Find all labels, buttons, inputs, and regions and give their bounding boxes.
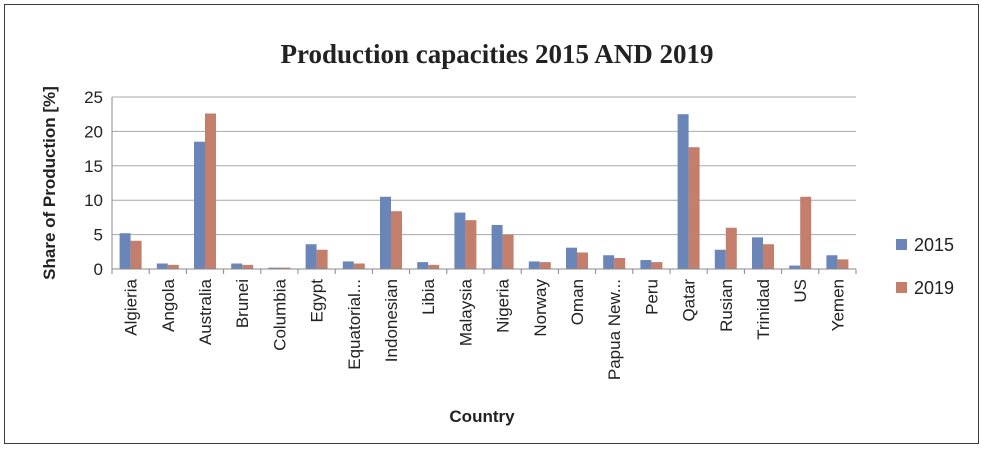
- x-tick-label: Trinidad: [754, 279, 773, 340]
- bar-2019-equatorial: [353, 263, 365, 269]
- x-axis-title: Country: [449, 407, 515, 426]
- bar-2015-norway: [528, 261, 540, 269]
- x-tick-label: Libia: [419, 278, 438, 314]
- legend-label-2015: 2015: [914, 235, 954, 255]
- bar-2019-us: [800, 196, 812, 269]
- bar-2015-australia: [194, 141, 205, 269]
- bar-2015-algieria: [119, 233, 131, 269]
- bar-2019-trinidad: [763, 244, 774, 269]
- bar-2015-qatar: [677, 114, 689, 269]
- x-tick-label: Algieria: [122, 278, 141, 335]
- chart-frame: Production capacities 2015 AND 2019 0 5 10…: [4, 4, 979, 444]
- bar-2019-nigeria: [502, 234, 514, 269]
- legend-label-2019: 2019: [914, 278, 954, 298]
- y-tick-labels: 0 5 10 15 20 25: [84, 88, 103, 279]
- bar-2015-oman: [566, 247, 577, 269]
- x-tick-label: Rusian: [717, 279, 736, 332]
- bar-2019-peru: [651, 262, 663, 269]
- x-tick-label: Indonesian: [382, 279, 401, 362]
- bar-2019-brunei: [242, 264, 254, 269]
- x-tick-label: Angola: [159, 278, 178, 331]
- bar-2019-indonesian: [391, 211, 402, 269]
- x-tick-label: Papua New...: [605, 279, 624, 380]
- x-tick-label: Malaysia: [456, 278, 475, 346]
- bar-2015-egypt: [305, 244, 317, 269]
- bar-2015-nigeria: [491, 224, 503, 269]
- bar-2015-yemen: [826, 255, 838, 269]
- x-tick-label: US: [791, 279, 810, 303]
- bar-2015-angola: [156, 263, 168, 269]
- axes: [111, 97, 857, 274]
- bar-2019-libia: [428, 264, 440, 269]
- bar-2015-equatorial: [342, 261, 354, 269]
- bar-2019-rusian: [725, 227, 737, 269]
- bar-2019-egypt: [316, 249, 328, 269]
- x-tick-label: Brunei: [233, 279, 252, 328]
- x-tick-label: Yemen: [828, 279, 847, 331]
- legend-swatch-2015: [896, 239, 907, 250]
- y-tick-label: 0: [94, 260, 103, 279]
- x-tick-label: Australia: [196, 278, 215, 345]
- x-tick-label: Equatorial...: [345, 279, 364, 370]
- y-tick-label: 20: [84, 122, 103, 141]
- bar-2019-norway: [539, 262, 551, 269]
- bar-2015-indonesian: [380, 196, 391, 269]
- bar-2015-peru: [640, 260, 652, 269]
- x-tick-label: Columbia: [270, 278, 289, 350]
- bars: [119, 113, 849, 270]
- bar-2015-libia: [417, 262, 429, 269]
- x-tick-label: Nigeria: [494, 278, 513, 332]
- bar-2019-malaysia: [465, 220, 477, 269]
- bar-2015-trinidad: [752, 237, 763, 269]
- bar-2015-papua-new: [603, 255, 615, 269]
- y-tick-label: 25: [84, 88, 103, 107]
- bar-2019-angola: [167, 264, 179, 269]
- bar-2019-oman: [577, 252, 588, 269]
- chart: Production capacities 2015 AND 2019 0 5 10…: [40, 39, 954, 426]
- y-tick-label: 5: [94, 226, 103, 245]
- bar-2019-papua-new: [614, 257, 626, 269]
- x-tick-label: Norway: [531, 279, 550, 337]
- x-tick-labels: Algieria Angola Australia Brunei Columbia Egy…: [122, 278, 848, 380]
- x-tick-label: Peru: [642, 279, 661, 315]
- legend-swatch-2019: [896, 282, 907, 293]
- legend: 2015 2019: [896, 235, 954, 298]
- y-tick-label: 10: [84, 191, 103, 210]
- bar-2015-us: [789, 265, 801, 269]
- bar-2019-algieria: [130, 240, 142, 269]
- bar-2015-malaysia: [454, 212, 466, 269]
- bar-2015-columbia: [268, 267, 280, 269]
- bar-2015-brunei: [231, 263, 243, 269]
- bar-2015-rusian: [714, 249, 726, 269]
- x-tick-label: Egypt: [308, 279, 327, 323]
- x-tick-label: Oman: [568, 279, 587, 325]
- chart-title: Production capacities 2015 AND 2019: [281, 39, 714, 69]
- bar-2019-columbia: [279, 267, 291, 269]
- bar-2019-qatar: [688, 147, 700, 269]
- y-axis-title: Share of Production [%]: [40, 86, 59, 280]
- gridlines: [112, 96, 856, 236]
- y-tick-label: 15: [84, 157, 103, 176]
- x-tick-label: Qatar: [680, 279, 699, 322]
- bar-2019-yemen: [837, 259, 849, 269]
- bar-2019-australia: [205, 113, 216, 270]
